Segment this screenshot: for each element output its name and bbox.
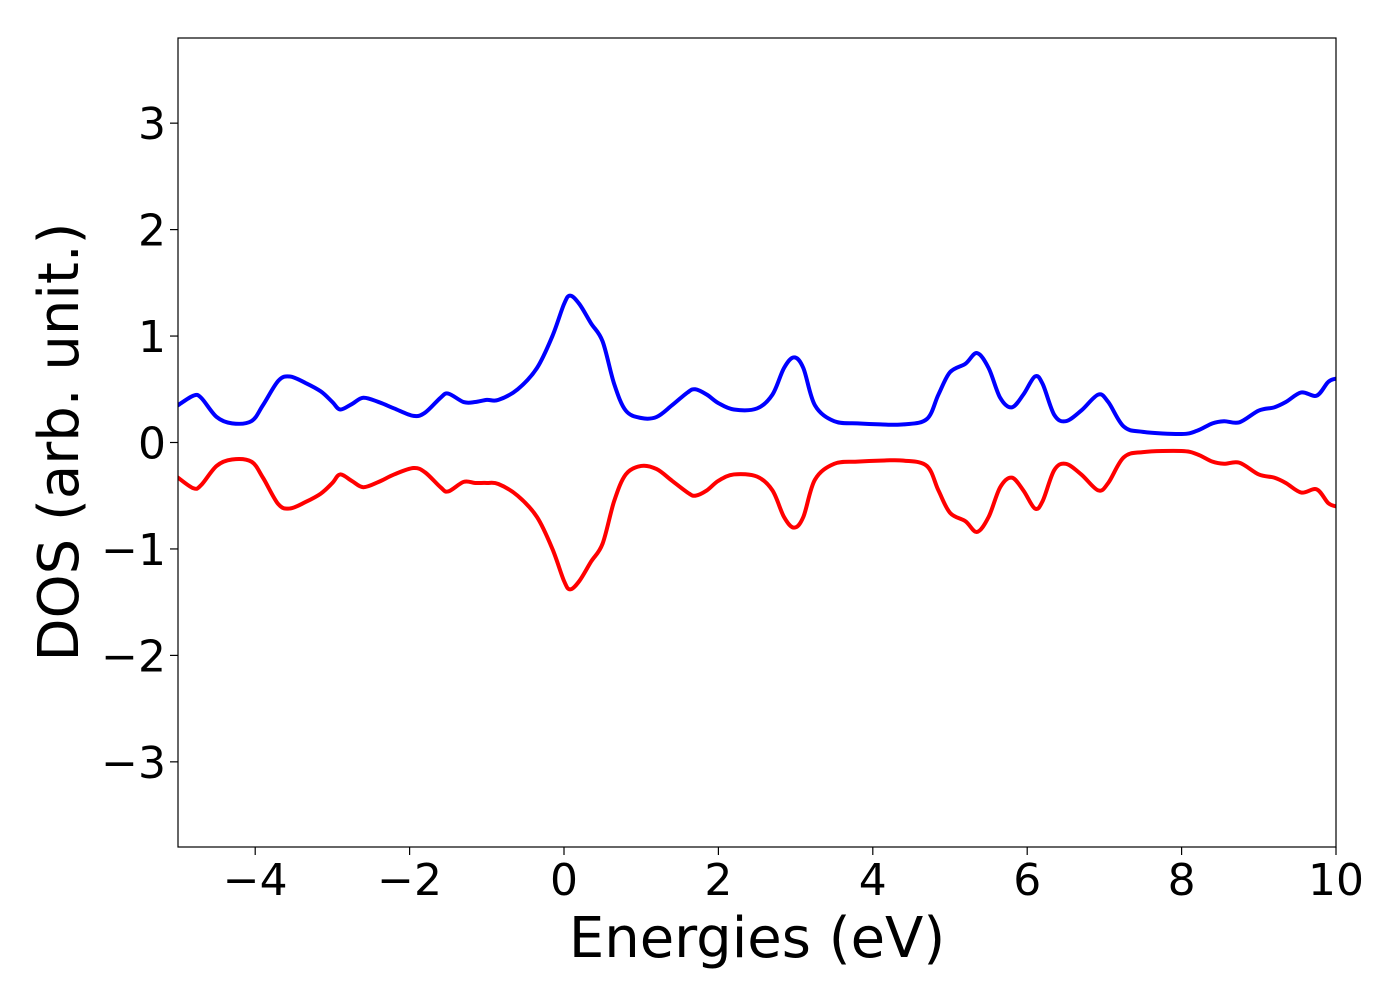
y-tick-label: −3: [101, 738, 166, 789]
x-tick-label: 10: [1308, 855, 1364, 906]
y-tick-label: 3: [138, 99, 166, 150]
y-axis-label: DOS (arb. unit.): [27, 222, 92, 661]
y-tick-label: 2: [138, 206, 166, 257]
x-tick-label: 0: [550, 855, 578, 906]
x-tick-label: 2: [704, 855, 732, 906]
y-tick-label: −1: [101, 525, 166, 576]
x-tick-label: −2: [377, 855, 442, 906]
x-tick-label: 8: [1168, 855, 1196, 906]
y-tick-label: 0: [138, 419, 166, 470]
series-layer: [178, 293, 1336, 592]
x-axis-label: Energies (eV): [569, 906, 945, 971]
y-tick-label: 1: [138, 312, 166, 363]
x-tick-label: 4: [859, 855, 887, 906]
plot-frame: [177, 37, 1337, 848]
series-line-upper: [178, 293, 1336, 436]
y-tick-label: −2: [101, 631, 166, 682]
y-axis-ticks: −3 −2 −1 0 1 2 3: [101, 99, 178, 789]
x-axis-ticks: −4 −2 0 2 4 6 8 10: [223, 847, 1364, 906]
x-tick-label: 6: [1013, 855, 1041, 906]
series-line-lower: [178, 448, 1336, 592]
plot-area: [178, 293, 1336, 592]
x-tick-label: −4: [223, 855, 288, 906]
